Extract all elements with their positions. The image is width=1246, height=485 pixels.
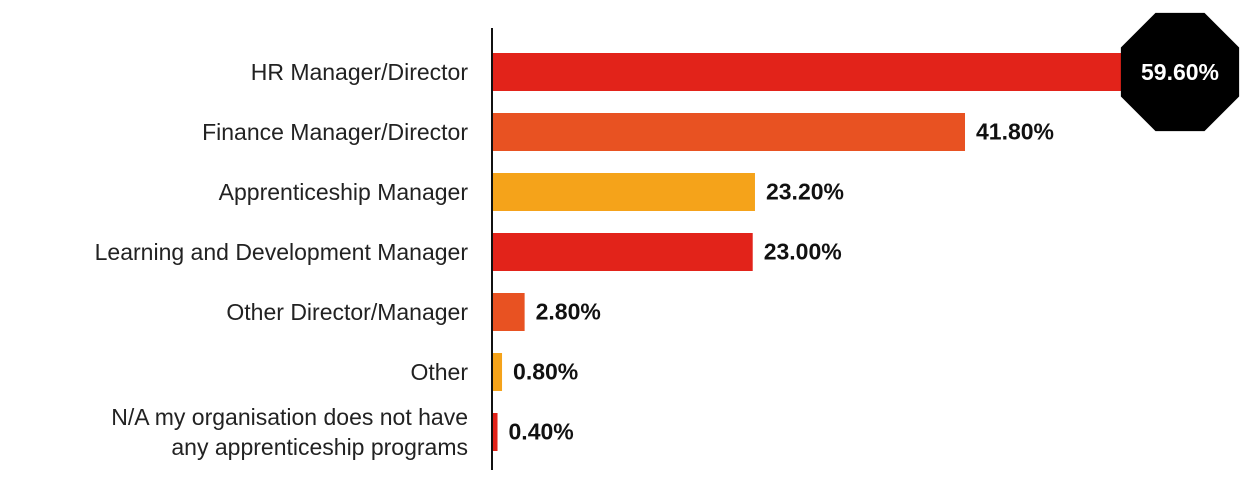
- highlight-octagon: [1120, 12, 1240, 132]
- value-label: 59.60%: [1141, 59, 1219, 85]
- category-label: Finance Manager/Director: [202, 119, 468, 145]
- value-label: 2.80%: [535, 298, 601, 325]
- bar: [493, 413, 498, 451]
- value-label: 23.20%: [765, 178, 844, 205]
- category-label: Learning and Development Manager: [94, 239, 468, 265]
- category-label: Other Director/Manager: [226, 299, 468, 325]
- value-label: 0.80%: [513, 358, 579, 385]
- bar: [493, 353, 503, 391]
- bar: [493, 293, 525, 331]
- category-label: HR Manager/Director: [250, 59, 468, 85]
- category-label: N/A my organisation does not have any ap…: [111, 404, 468, 460]
- category-label: Apprenticeship Manager: [218, 179, 468, 205]
- category-label: Other: [410, 359, 468, 385]
- bar: [493, 53, 1166, 91]
- value-label: 0.40%: [508, 418, 574, 445]
- bar: [493, 113, 966, 151]
- value-label: 41.80%: [976, 118, 1055, 145]
- bar: [493, 233, 753, 271]
- value-label: 23.00%: [763, 238, 842, 265]
- bar: [493, 173, 755, 211]
